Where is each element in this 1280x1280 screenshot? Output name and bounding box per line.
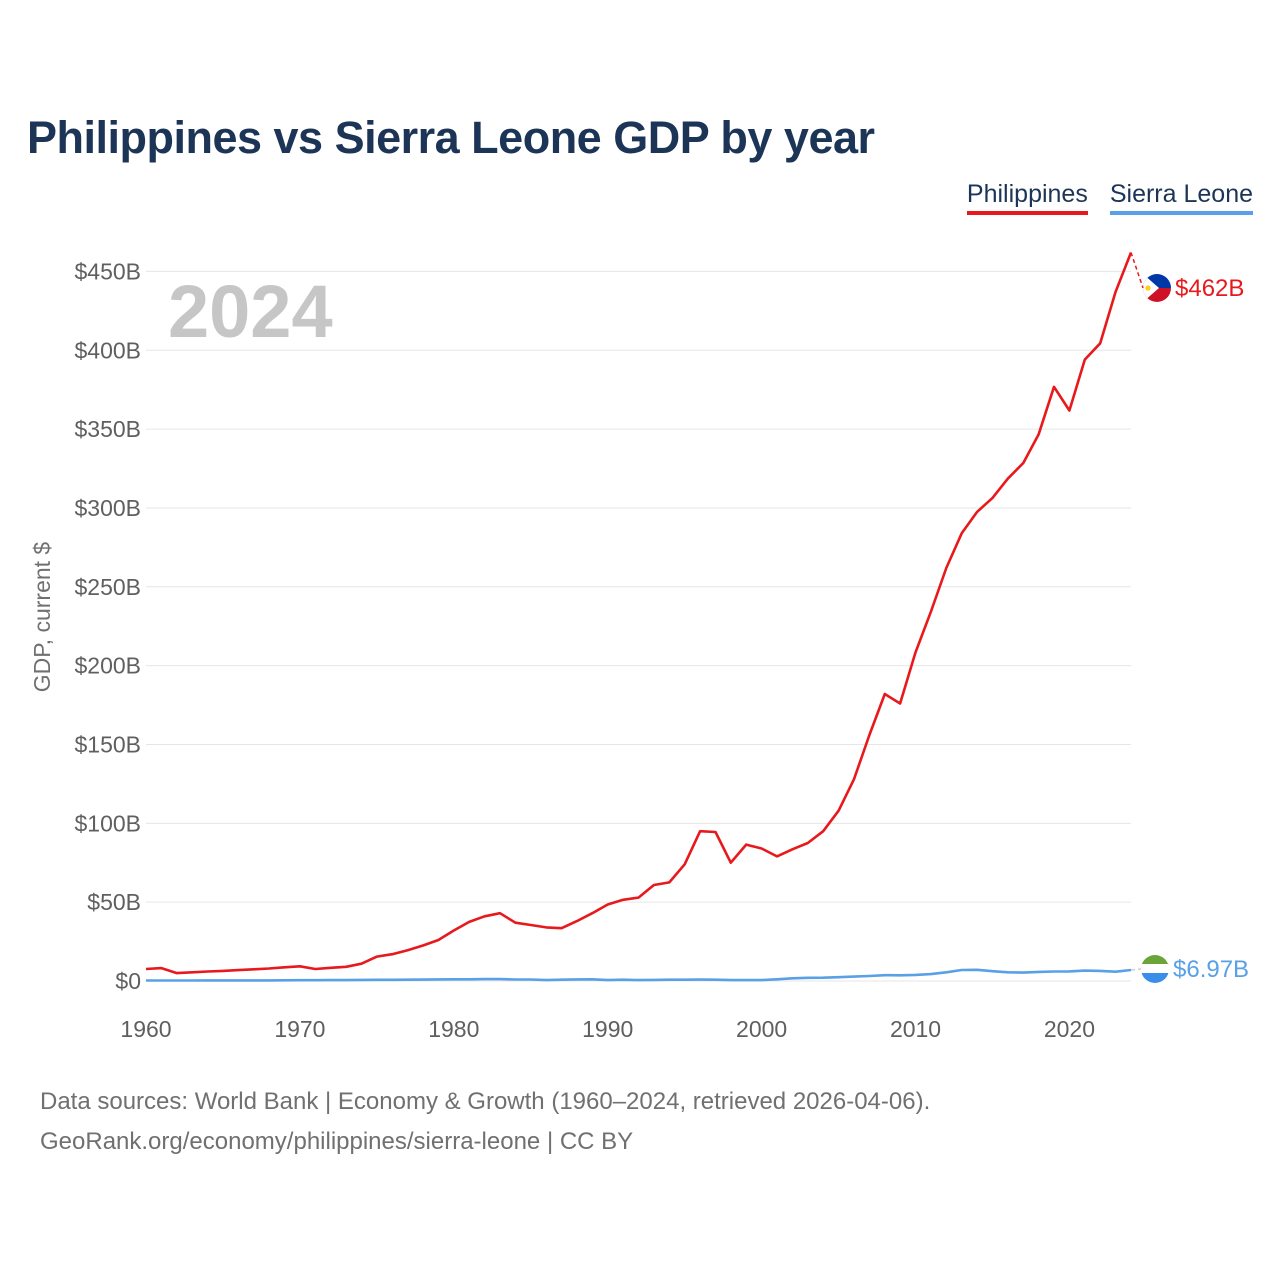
x-tick-label: 2010 [890,1016,941,1042]
x-tick-label: 2000 [736,1016,787,1042]
x-tick-label: 1980 [428,1016,479,1042]
grid-lines [146,270,1131,982]
philippines-line [145,252,1133,975]
philippines-flag-icon [1143,274,1171,302]
philippines-line-end-value: $462B [1175,275,1244,302]
y-tick-label: $350B [74,416,141,442]
year-watermark: 2024 [168,270,333,353]
series-lines [145,252,1133,982]
y-axis-label: GDP, current $ [29,542,55,693]
legend-item-philippines[interactable]: Philippines [966,180,1088,215]
page-title: Philippines vs Sierra Leone GDP by year [27,112,875,163]
x-tick-label: 1990 [582,1016,633,1042]
legend-item-sierra-leone[interactable]: Sierra Leone [1109,180,1253,215]
x-tick-label: 1960 [120,1016,171,1042]
legend: Philippines Sierra Leone [966,180,1253,215]
y-tick-label: $450B [74,258,141,284]
x-axis-ticks: 1960 1970 1980 1990 2000 2010 2020 [120,1016,1095,1042]
sierra-leone-line-end-value: $6.97B [1173,956,1249,983]
y-tick-label: $100B [74,810,141,836]
x-tick-label: 1970 [274,1016,325,1042]
x-tick-label: 2020 [1044,1016,1095,1042]
sierra-leone-flag-icon [1141,955,1169,983]
end-connector [1130,252,1144,289]
y-tick-label: $50B [87,889,141,915]
y-axis-ticks: $0 $50B $100B $150B $200B $250B $300B $350B $400… [74,258,141,994]
y-tick-label: $0 [115,968,141,994]
end-labels: $462B $6.97B [1130,252,1249,983]
footer-sources: Data sources: World Bank | Economy & Gro… [40,1088,931,1115]
y-tick-label: $150B [74,731,141,757]
y-tick-label: $300B [74,495,141,521]
y-tick-label: $200B [74,653,141,679]
y-tick-label: $250B [74,574,141,600]
footer: Data sources: World Bank | Economy & Gro… [40,1082,930,1162]
sierra-leone-line [146,968,1132,982]
footer-attribution: GeoRank.org/economy/philippines/sierra-l… [40,1128,634,1155]
end-connector [1130,968,1142,971]
y-tick-label: $400B [74,337,141,363]
